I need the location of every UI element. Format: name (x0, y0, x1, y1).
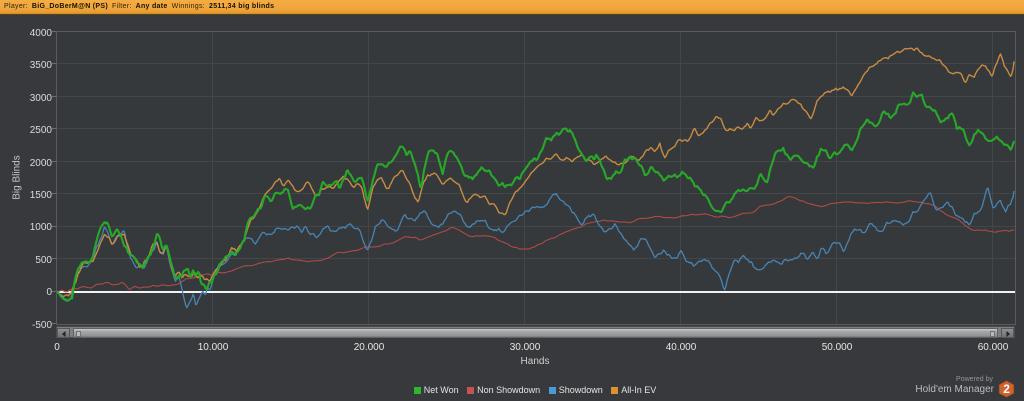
svg-text:2: 2 (1003, 382, 1010, 396)
